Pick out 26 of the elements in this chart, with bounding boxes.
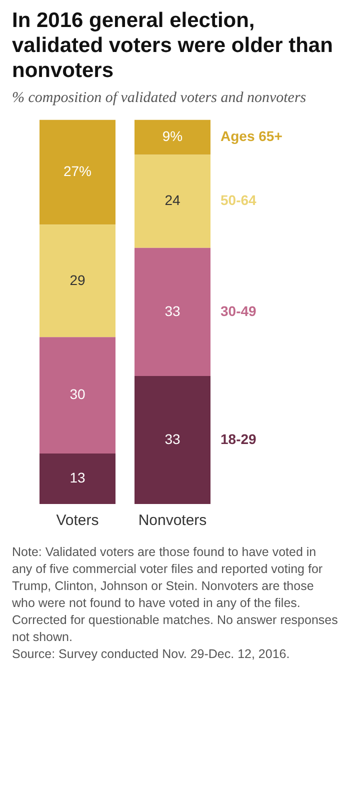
bar <box>40 337 116 454</box>
bar <box>40 120 116 225</box>
series-label: Ages 65+ <box>220 128 282 144</box>
data-label: 29 <box>70 272 86 288</box>
bar <box>134 248 210 376</box>
data-label: 9% <box>162 128 183 144</box>
chart-title: In 2016 general election, validated voters were older than nonvoters <box>12 8 334 83</box>
source-note: Source: Survey conducted Nov. 29-Dec. 12, 2016. <box>12 646 291 663</box>
data-label: 33 <box>164 302 180 319</box>
x-tick-label: Nonvoters <box>138 512 207 530</box>
data-label: 30 <box>70 386 86 402</box>
data-label: 13 <box>70 470 86 486</box>
x-tick-label: Voters <box>56 512 99 530</box>
bar <box>134 376 210 504</box>
data-label: 24 <box>164 192 180 208</box>
bar <box>134 120 210 155</box>
series-label: 18-29 <box>220 430 257 447</box>
bar <box>134 154 210 248</box>
text: Note: Validated voters are those found to have voted in any of five commercial voter files and reported voting for Trump, Clinton, Johnson or Stein. Nonvoters are those who were not found to have voted in any of the files. Corrected for questionable matches. No answer responses not shown. <box>12 544 338 646</box>
series-label: 30-49 <box>220 302 257 319</box>
bar <box>40 454 116 504</box>
bar <box>40 224 116 338</box>
data-label: 33 <box>164 430 180 447</box>
series-label: 50-64 <box>220 192 257 208</box>
data-label: 27% <box>63 163 92 180</box>
chart-subtitle: % composition of validated voters and nonvoters <box>12 89 308 108</box>
